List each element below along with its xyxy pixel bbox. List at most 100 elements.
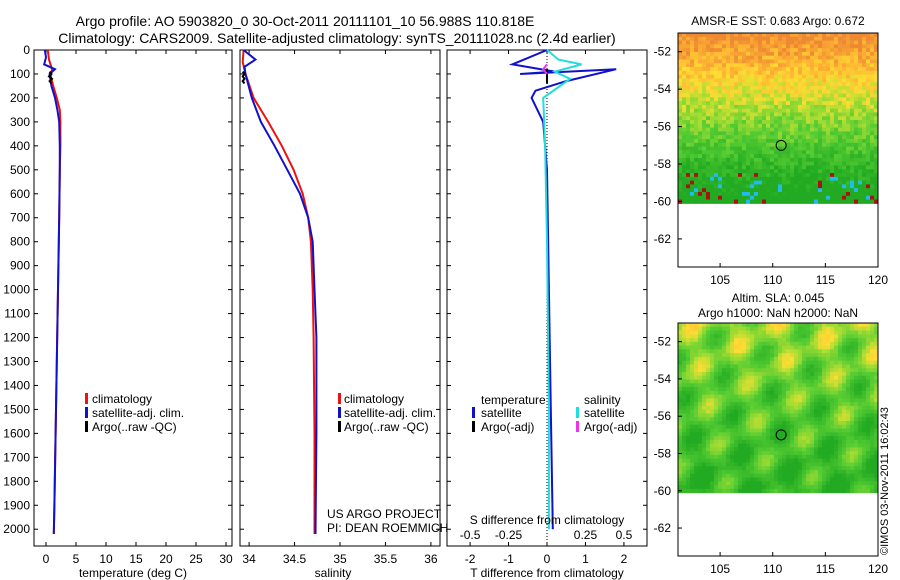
heatmap-cell bbox=[874, 78, 879, 83]
heatmap-cell bbox=[870, 338, 875, 343]
heatmap-cell bbox=[774, 51, 779, 57]
heatmap-cell bbox=[850, 326, 855, 332]
heatmap-cell bbox=[822, 78, 827, 83]
heatmap-cell bbox=[714, 127, 719, 132]
heatmap-cell bbox=[794, 413, 799, 418]
heatmap-cell bbox=[850, 402, 855, 407]
heatmap-cell bbox=[710, 55, 715, 60]
heatmap-cell bbox=[774, 40, 779, 45]
heatmap-cell bbox=[686, 70, 691, 76]
heatmap-cell bbox=[778, 199, 783, 204]
heatmap-cell bbox=[750, 345, 755, 350]
heatmap-cell bbox=[858, 353, 863, 358]
heatmap-cell bbox=[794, 473, 799, 479]
heatmap-cell bbox=[810, 323, 815, 328]
heatmap-cell bbox=[834, 383, 839, 388]
heatmap-cell bbox=[794, 356, 799, 362]
heatmap-cell bbox=[870, 82, 875, 87]
heatmap-cell bbox=[758, 89, 763, 95]
heatmap-cell bbox=[750, 454, 755, 460]
heatmap-cell bbox=[754, 70, 759, 76]
heatmap-cell bbox=[758, 485, 763, 490]
heatmap-cell bbox=[830, 199, 835, 204]
heatmap-cell bbox=[774, 135, 779, 140]
heatmap-cell bbox=[822, 330, 827, 335]
heatmap-cell bbox=[722, 394, 727, 399]
heatmap-cell bbox=[786, 353, 791, 358]
heatmap-cell bbox=[806, 165, 811, 170]
heatmap-cell bbox=[734, 199, 739, 204]
heatmap-cell bbox=[710, 466, 715, 471]
heatmap-cell bbox=[794, 477, 799, 482]
heatmap-cell bbox=[858, 173, 863, 178]
heatmap-cell bbox=[834, 85, 839, 91]
heatmap-cell bbox=[854, 421, 859, 426]
heatmap-cell bbox=[830, 59, 835, 64]
heatmap-cell bbox=[742, 188, 747, 193]
heatmap-cell bbox=[746, 146, 751, 151]
heatmap-cell bbox=[706, 108, 711, 113]
heatmap-cell bbox=[710, 165, 715, 170]
heatmap-cell bbox=[786, 116, 791, 121]
heatmap-cell bbox=[846, 428, 851, 433]
heatmap-cell bbox=[726, 112, 731, 117]
heatmap-cell bbox=[782, 157, 787, 163]
heatmap-cell bbox=[694, 477, 699, 482]
heatmap-cell bbox=[818, 387, 823, 392]
heatmap-cell bbox=[690, 488, 695, 494]
heatmap-cell bbox=[678, 447, 683, 452]
heatmap-cell bbox=[806, 375, 811, 381]
heatmap-cell bbox=[758, 326, 763, 332]
heatmap-cell bbox=[854, 417, 859, 422]
heatmap-cell bbox=[722, 184, 727, 189]
heatmap-cell bbox=[754, 443, 759, 448]
heatmap-cell bbox=[798, 55, 803, 60]
heatmap-cell bbox=[714, 345, 719, 350]
heatmap-cell bbox=[702, 63, 707, 68]
heatmap-cell bbox=[766, 82, 771, 87]
heatmap-cell bbox=[694, 191, 699, 197]
heatmap-cell bbox=[794, 341, 799, 347]
heatmap-cell bbox=[726, 36, 731, 42]
heatmap-cell bbox=[734, 154, 739, 159]
map-y-tick-label: -60 bbox=[654, 484, 672, 498]
heatmap-cell bbox=[830, 439, 835, 445]
heatmap-cell bbox=[690, 481, 695, 486]
heatmap-cell bbox=[702, 405, 707, 411]
heatmap-cell bbox=[782, 85, 787, 91]
heatmap-cell bbox=[774, 439, 779, 445]
heatmap-cell bbox=[774, 428, 779, 433]
heatmap-cell bbox=[738, 451, 743, 456]
heatmap-cell bbox=[734, 451, 739, 456]
heatmap-cell bbox=[766, 161, 771, 166]
heatmap-cell bbox=[730, 349, 735, 354]
heatmap-cell bbox=[726, 59, 731, 64]
heatmap-cell bbox=[750, 364, 755, 369]
heatmap-cell bbox=[762, 67, 767, 72]
heatmap-cell bbox=[870, 481, 875, 486]
heatmap-cell bbox=[706, 131, 711, 136]
heatmap-cell bbox=[874, 405, 879, 411]
heatmap-cell bbox=[850, 481, 855, 486]
heatmap-cell bbox=[870, 330, 875, 335]
heatmap-cell bbox=[682, 127, 687, 132]
heatmap-cell bbox=[678, 462, 683, 467]
heatmap-cell bbox=[778, 409, 783, 414]
heatmap-cell bbox=[738, 169, 743, 174]
heatmap-cell bbox=[794, 74, 799, 79]
heatmap-cell bbox=[830, 127, 835, 132]
heatmap-cell bbox=[754, 48, 759, 53]
heatmap-cell bbox=[790, 51, 795, 57]
heatmap-cell bbox=[726, 176, 731, 182]
heatmap-cell bbox=[838, 188, 843, 193]
heatmap-cell bbox=[746, 439, 751, 445]
heatmap-cell bbox=[686, 451, 691, 456]
heatmap-cell bbox=[782, 353, 787, 358]
heatmap-cell bbox=[790, 169, 795, 174]
heatmap-cell bbox=[714, 326, 719, 332]
heatmap-cell bbox=[862, 454, 867, 460]
heatmap-cell bbox=[810, 108, 815, 113]
heatmap-cell bbox=[850, 48, 855, 53]
heatmap-cell bbox=[870, 424, 875, 430]
heatmap-cell bbox=[854, 63, 859, 68]
